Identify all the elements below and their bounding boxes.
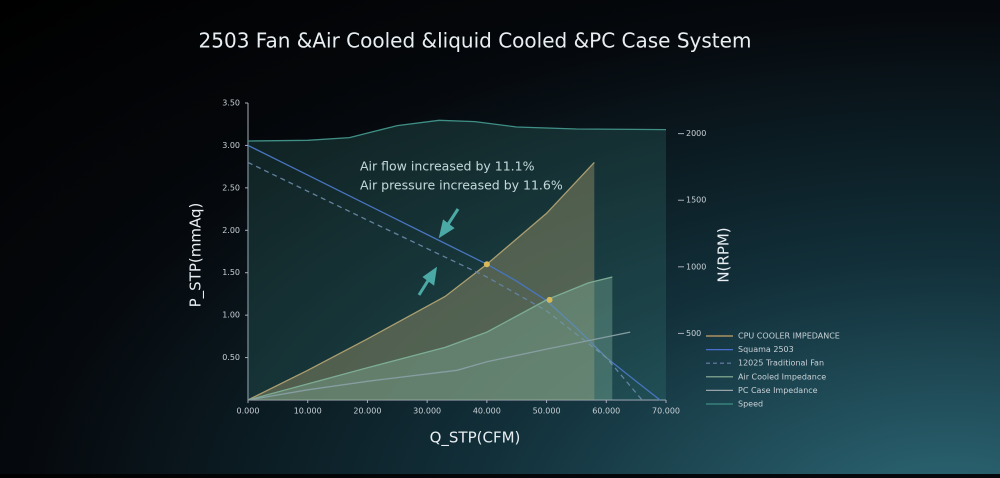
operating-point	[483, 261, 490, 268]
y-tick-label: 1.00	[222, 311, 240, 320]
x-tick-label: 20.000	[353, 407, 381, 416]
x-tick-label: 40.000	[473, 407, 501, 416]
annotation: Air pressure increased by 11.6%	[360, 178, 563, 193]
series-line	[247, 119, 667, 142]
y-tick-label: 0.50	[222, 353, 240, 362]
y-axis-label: P_STP(mmAq)	[187, 203, 206, 308]
chart-title: 2503 Fan &Air Cooled &liquid Cooled &PC …	[199, 29, 752, 53]
series-line	[247, 161, 643, 401]
y-tick-label: 1.50	[222, 268, 240, 277]
y2-tick-label: 2000	[686, 129, 706, 138]
y2-tick-label: 1000	[686, 262, 706, 271]
series-line	[247, 144, 661, 401]
x-tick-label: 70.000	[652, 407, 680, 416]
arrows	[417, 208, 460, 296]
x-tick-label: 30.000	[413, 407, 441, 416]
x-tick-label: 50.000	[533, 407, 561, 416]
series-line	[247, 276, 613, 401]
x-tick-label: 10.000	[294, 407, 322, 416]
y-tick-label: 2.00	[222, 226, 240, 235]
series-area	[248, 162, 595, 400]
x-axis-label: Q_STP(CFM)	[430, 429, 521, 448]
y-tick-label: 2.50	[222, 183, 240, 192]
legend-label: Speed	[738, 400, 763, 409]
legend-label: PC Case Impedance	[738, 386, 818, 395]
y2-tick-label: 1500	[686, 196, 706, 205]
series-line	[247, 161, 595, 401]
y-tick-label: 3.00	[222, 141, 240, 150]
operating-point	[546, 296, 553, 303]
legend-label: Air Cooled Impedance	[738, 372, 826, 381]
annotation: Air flow increased by 11.1%	[360, 159, 535, 174]
y2-axis-label: N(RPM)	[715, 227, 733, 282]
legend-label: CPU COOLER IMPEDANCE	[738, 332, 840, 341]
y-tick-label: 3.50	[222, 99, 240, 108]
x-tick-label: 60.000	[592, 407, 620, 416]
series-area	[248, 277, 613, 400]
legend-label: 12025 Traditional Fan	[738, 359, 824, 368]
y2-tick-label: 500	[686, 329, 701, 338]
series-area	[248, 120, 666, 401]
x-tick-label: 0.000	[237, 407, 260, 416]
legend-label: Squama 2503	[738, 345, 794, 354]
series-line	[247, 331, 631, 401]
